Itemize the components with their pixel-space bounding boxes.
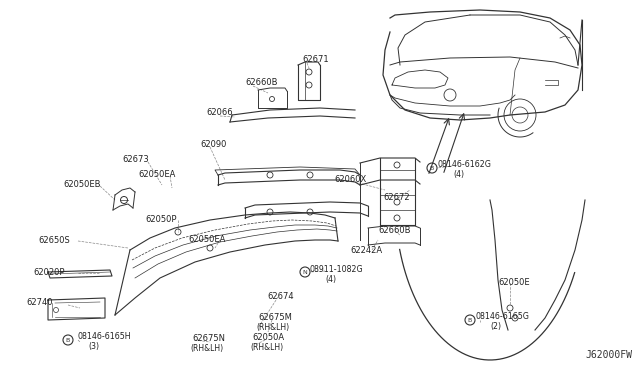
Text: 62672: 62672 xyxy=(383,193,410,202)
Text: 62050P: 62050P xyxy=(145,215,177,224)
Text: (2): (2) xyxy=(490,322,501,331)
Text: 62050A: 62050A xyxy=(252,333,284,342)
Text: J62000FW: J62000FW xyxy=(585,350,632,360)
Text: 62673: 62673 xyxy=(122,155,148,164)
Text: 62650S: 62650S xyxy=(38,236,70,245)
Text: 62242A: 62242A xyxy=(350,246,382,255)
Text: (RH&LH): (RH&LH) xyxy=(250,343,283,352)
Text: 08911-1082G: 08911-1082G xyxy=(310,265,364,274)
Text: N: N xyxy=(303,269,307,275)
Text: 62674: 62674 xyxy=(267,292,294,301)
Text: (RH&LH): (RH&LH) xyxy=(190,344,223,353)
Text: 08146-6165G: 08146-6165G xyxy=(475,312,529,321)
Text: (3): (3) xyxy=(88,342,99,351)
Text: 62660B: 62660B xyxy=(245,78,278,87)
Text: 08146-6165H: 08146-6165H xyxy=(78,332,132,341)
Text: 62050EB: 62050EB xyxy=(63,180,100,189)
Text: B: B xyxy=(468,317,472,323)
Text: 08146-6162G: 08146-6162G xyxy=(438,160,492,169)
Text: 62740: 62740 xyxy=(26,298,52,307)
Text: (RH&LH): (RH&LH) xyxy=(256,323,289,332)
Text: 62671: 62671 xyxy=(302,55,328,64)
Text: 62675N: 62675N xyxy=(192,334,225,343)
Text: 62020P: 62020P xyxy=(33,268,65,277)
Text: 62090: 62090 xyxy=(200,140,227,149)
Text: 62050E: 62050E xyxy=(498,278,530,287)
Text: (4): (4) xyxy=(325,275,336,284)
Text: 62060X: 62060X xyxy=(334,175,366,184)
Text: 62066: 62066 xyxy=(206,108,232,117)
Text: (4): (4) xyxy=(453,170,464,179)
Text: 62050EA: 62050EA xyxy=(138,170,175,179)
Text: 62660B: 62660B xyxy=(378,226,410,235)
Text: 62050EA: 62050EA xyxy=(188,235,225,244)
Text: B: B xyxy=(430,166,434,170)
Text: B: B xyxy=(66,337,70,343)
Text: 62675M: 62675M xyxy=(258,313,292,322)
